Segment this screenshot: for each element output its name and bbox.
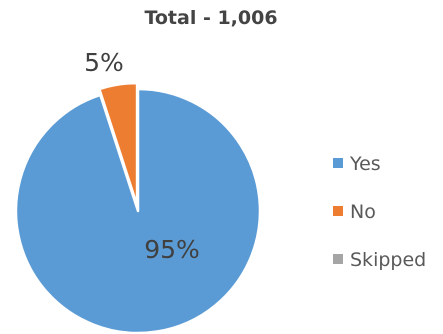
pie-slice-no	[98, 81, 139, 207]
pie-data-labels: 95% 5%	[84, 48, 200, 264]
legend-label-no: No	[350, 201, 376, 223]
legend: Yes No Skipped	[333, 153, 426, 271]
legend-item-yes: Yes	[333, 153, 381, 175]
legend-swatch-skipped	[333, 254, 343, 264]
pie-slice-yes	[14, 87, 262, 334]
legend-item-no: No	[333, 201, 376, 223]
legend-label-skipped: Skipped	[350, 249, 426, 271]
legend-item-skipped: Skipped	[333, 249, 426, 271]
chart-title: Total - 1,006	[144, 7, 277, 29]
pie-slices	[14, 81, 262, 334]
data-label-no: 5%	[84, 48, 124, 77]
data-label-yes: 95%	[144, 235, 200, 264]
legend-swatch-yes	[333, 158, 343, 168]
legend-label-yes: Yes	[349, 153, 381, 175]
legend-swatch-no	[333, 206, 343, 216]
